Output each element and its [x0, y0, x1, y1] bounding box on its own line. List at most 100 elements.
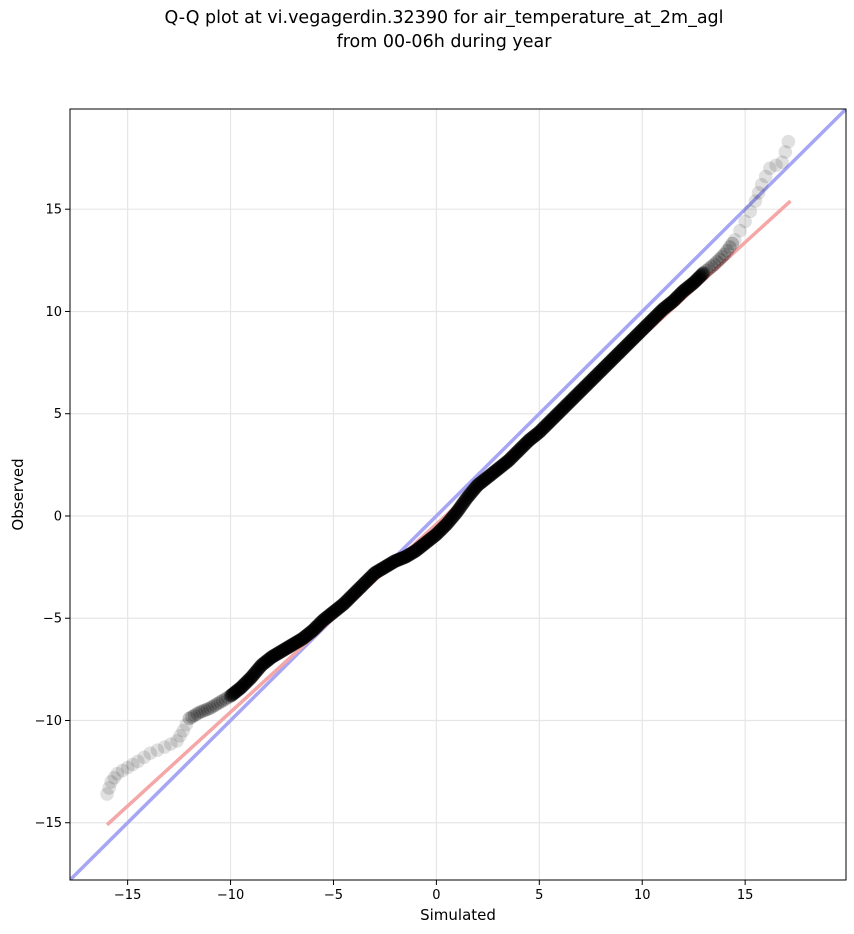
quantile-point — [758, 169, 773, 184]
quantile-point — [264, 650, 278, 665]
quantile-point — [421, 534, 436, 548]
quantile-point — [574, 383, 589, 398]
quantile-point — [341, 592, 355, 607]
quantile-point — [748, 194, 763, 208]
quantile-point — [387, 554, 402, 569]
quantile-point — [137, 750, 151, 765]
quantile-point — [228, 685, 242, 700]
quantile-point — [751, 186, 766, 200]
quantile-point — [291, 634, 305, 649]
quantile-point — [275, 644, 289, 658]
quantile-point — [520, 435, 534, 450]
quantile-point — [315, 614, 330, 628]
quantile-point — [357, 576, 372, 591]
quantile-point — [256, 656, 271, 671]
quantile-point — [372, 563, 387, 577]
quantile-point — [569, 388, 584, 402]
quantile-point — [556, 401, 571, 415]
quantile-point — [218, 692, 233, 706]
quantile-point — [743, 204, 758, 219]
quantile-point — [415, 538, 430, 553]
quantile-point — [444, 512, 458, 526]
quantile-point — [262, 652, 277, 666]
quantile-point — [392, 552, 407, 567]
quantile-point — [528, 428, 542, 443]
quantile-point — [248, 666, 262, 680]
quantile-point — [441, 515, 455, 530]
quantile-point — [414, 539, 428, 554]
quantile-point — [157, 740, 172, 754]
quantile-point — [190, 707, 204, 721]
quantile-point — [495, 458, 510, 473]
quantile-point — [652, 306, 666, 320]
quantile-point — [458, 493, 472, 508]
quantile-point — [500, 455, 514, 469]
quantile-point — [696, 266, 711, 281]
quantile-point — [538, 419, 552, 434]
quantile-point — [623, 334, 638, 349]
quantile-point — [620, 337, 635, 352]
quantile-point — [677, 283, 691, 298]
quantile-point — [588, 369, 602, 384]
quantile-point — [769, 158, 783, 173]
quantile-point — [411, 542, 425, 556]
quantile-point — [319, 611, 333, 625]
quantile-point — [453, 500, 467, 515]
quantile-point — [339, 594, 354, 608]
quantile-point — [336, 597, 350, 612]
quantile-point — [325, 606, 339, 621]
quantile-point — [173, 729, 187, 743]
quantile-point — [225, 687, 240, 701]
quantile-point — [641, 317, 655, 331]
quantile-point — [102, 781, 116, 795]
quantile-point — [399, 549, 414, 564]
quantile-point — [333, 600, 347, 614]
quantile-point — [409, 543, 423, 558]
y-axis-label: Observed — [9, 458, 27, 530]
quantile-point — [406, 545, 421, 559]
quantile-point — [658, 300, 672, 315]
quantile-point — [542, 415, 556, 430]
quantile-point — [617, 341, 631, 355]
quantile-point — [268, 648, 283, 662]
quantile-point — [247, 667, 261, 681]
quantile-point — [635, 323, 650, 337]
quantile-point — [591, 366, 605, 381]
quantile-point — [411, 541, 426, 556]
quantile-point — [407, 544, 422, 559]
quantile-point — [667, 292, 682, 307]
quantile-point — [254, 658, 269, 673]
quantile-point — [107, 770, 122, 785]
quantile-point — [312, 617, 327, 631]
quantile-point — [260, 653, 275, 668]
y-tick-label: −15 — [35, 816, 62, 831]
quantile-point — [409, 543, 424, 557]
quantile-point — [328, 603, 343, 618]
quantile-point — [359, 575, 373, 589]
quantile-point — [683, 278, 697, 293]
quantile-point — [550, 407, 565, 421]
quantile-point — [518, 437, 533, 451]
quantile-point — [679, 281, 694, 296]
quantile-point — [523, 432, 538, 446]
quantile-point — [232, 682, 247, 696]
quantile-point — [205, 699, 220, 714]
quantile-point — [583, 374, 597, 389]
y-tick-label: −5 — [43, 612, 62, 627]
quantile-point — [426, 529, 441, 544]
quantile-point — [486, 465, 501, 480]
quantile-point — [625, 333, 639, 347]
quantile-point — [224, 688, 239, 703]
quantile-point — [385, 555, 400, 570]
quantile-point — [417, 536, 432, 551]
quantile-point — [435, 521, 450, 536]
quantile-point — [234, 680, 249, 694]
quantile-point — [327, 604, 342, 619]
quantile-point — [425, 530, 440, 545]
quantile-point — [693, 269, 708, 284]
quantile-point — [242, 672, 256, 687]
quantile-point — [632, 325, 647, 340]
quantile-point — [282, 639, 297, 654]
quantile-point — [552, 405, 566, 420]
quantile-point — [339, 594, 353, 609]
